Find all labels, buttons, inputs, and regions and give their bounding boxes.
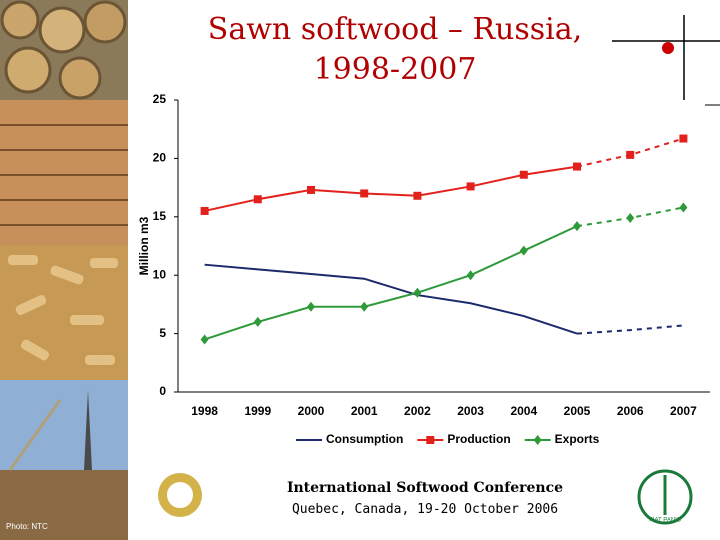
data-point xyxy=(466,270,475,281)
series-line xyxy=(204,165,578,212)
legend-label: Production xyxy=(447,432,510,446)
y-axis-label: Million m3 xyxy=(137,216,151,275)
data-point xyxy=(307,185,315,194)
eiffel-tower xyxy=(84,390,92,470)
data-point xyxy=(253,316,262,327)
log-end xyxy=(83,0,127,44)
y-tick-label: 10 xyxy=(153,267,167,281)
x-tick-label: 1999 xyxy=(244,404,271,418)
data-point xyxy=(413,287,422,298)
data-point xyxy=(573,221,581,232)
data-point xyxy=(573,162,581,171)
y-tick-label: 0 xyxy=(159,384,166,398)
log-end xyxy=(38,6,86,54)
x-tick-label: 2006 xyxy=(617,404,644,418)
x-tick-label: 2002 xyxy=(404,404,431,418)
x-tick-label: 2007 xyxy=(670,404,697,418)
y-tick-label: 25 xyxy=(153,92,167,106)
y-tick-label: 5 xyxy=(159,326,166,340)
x-tick-label: 2001 xyxy=(351,404,378,418)
series-line xyxy=(204,225,578,341)
data-point xyxy=(426,436,435,444)
data-point xyxy=(533,435,542,445)
y-tick-label: 15 xyxy=(153,209,167,223)
log-end xyxy=(4,46,52,94)
conference-name: International Softwood Conference xyxy=(286,480,564,496)
legend-label: Consumption xyxy=(326,432,403,446)
data-point xyxy=(679,134,688,143)
data-point xyxy=(413,191,422,200)
photo-lumber xyxy=(0,100,128,245)
x-tick-label: 1998 xyxy=(191,404,218,418)
data-point xyxy=(253,195,262,204)
data-point xyxy=(200,206,209,215)
x-tick-label: 2000 xyxy=(298,404,325,418)
data-point xyxy=(626,150,635,159)
photo-credit: Photo: NTC xyxy=(6,522,48,531)
y-tick-label: 20 xyxy=(153,151,167,165)
data-point xyxy=(200,334,209,345)
data-point xyxy=(519,245,528,256)
data-point xyxy=(360,301,369,312)
data-point xyxy=(519,170,528,179)
log-end xyxy=(0,0,40,40)
x-tick-label: 2005 xyxy=(564,404,591,418)
lumber-lines xyxy=(0,124,128,226)
data-point xyxy=(360,189,369,198)
x-tick-label: 2003 xyxy=(457,404,484,418)
un-logo xyxy=(158,473,202,517)
log-end xyxy=(58,56,102,100)
series-line xyxy=(204,263,578,335)
x-tick-label: 2004 xyxy=(510,404,537,418)
data-point xyxy=(679,202,688,213)
crane xyxy=(8,399,62,471)
fao-logo xyxy=(637,469,693,525)
house-frame xyxy=(0,470,128,540)
data-point xyxy=(466,182,475,191)
legend-label: Exports xyxy=(555,432,600,446)
data-point xyxy=(626,212,635,223)
forecast-line xyxy=(576,324,684,335)
fao-motto: FIAT PANIS xyxy=(649,518,681,524)
data-point xyxy=(307,301,315,312)
slide-title: Sawn softwood – Russia, 1998-2007 xyxy=(207,12,583,87)
conference-place: Quebec, Canada, 19-20 October 2006 xyxy=(291,502,559,517)
pellets xyxy=(8,255,118,365)
decor-dot xyxy=(662,42,674,54)
